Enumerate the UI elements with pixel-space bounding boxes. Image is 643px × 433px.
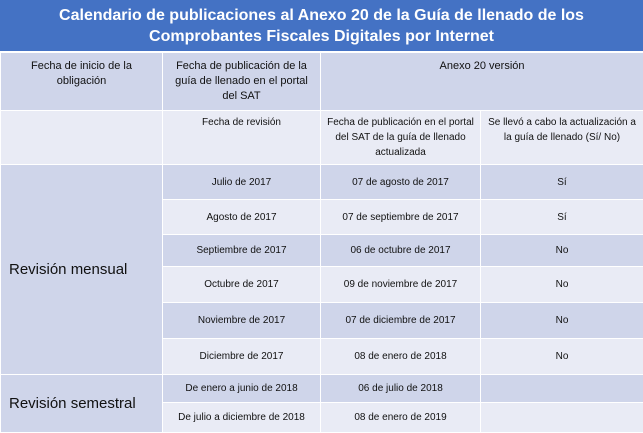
cell: 07 de septiembre de 2017 xyxy=(321,200,481,235)
group-label: Revisión mensual xyxy=(1,165,163,375)
title: Calendario de publicaciones al Anexo 20 … xyxy=(0,0,643,52)
cell: No xyxy=(481,267,643,303)
cell: No xyxy=(481,235,643,267)
cell: 06 de octubre de 2017 xyxy=(321,235,481,267)
header-cell: Fecha de publicación de la guía de llena… xyxy=(163,53,321,111)
cell: Noviembre de 2017 xyxy=(163,303,321,339)
header-cell: Se llevó a cabo la actualización a la gu… xyxy=(481,111,643,165)
cell: 07 de agosto de 2017 xyxy=(321,165,481,200)
cell: Sí xyxy=(481,200,643,235)
header-cell xyxy=(1,111,163,165)
cell: Sí xyxy=(481,165,643,200)
cell: 07 de diciembre de 2017 xyxy=(321,303,481,339)
cell: Septiembre de 2017 xyxy=(163,235,321,267)
table: Fecha de inicio de la obligación Fecha d… xyxy=(0,52,643,433)
cell: Diciembre de 2017 xyxy=(163,339,321,375)
header-cell: Fecha de publicación en el portal del SA… xyxy=(321,111,481,165)
cell: Octubre de 2017 xyxy=(163,267,321,303)
cell: Agosto de 2017 xyxy=(163,200,321,235)
cell xyxy=(481,375,643,403)
group-label: Revisión semestral xyxy=(1,375,163,433)
header-cell: Fecha de revisión xyxy=(163,111,321,165)
cell: 06 de julio de 2018 xyxy=(321,375,481,403)
cell: De julio a diciembre de 2018 xyxy=(163,403,321,433)
cell: De enero a junio de 2018 xyxy=(163,375,321,403)
cell: Julio de 2017 xyxy=(163,165,321,200)
cell: 08 de enero de 2019 xyxy=(321,403,481,433)
cell: 08 de enero de 2018 xyxy=(321,339,481,375)
cell: No xyxy=(481,303,643,339)
cell xyxy=(481,403,643,433)
header-cell: Fecha de inicio de la obligación xyxy=(1,53,163,111)
cell: No xyxy=(481,339,643,375)
header-cell: Anexo 20 versión xyxy=(321,53,643,111)
cell: 09 de noviembre de 2017 xyxy=(321,267,481,303)
header-row: Fecha de revisión Fecha de publicación e… xyxy=(1,111,643,165)
header-row: Fecha de inicio de la obligación Fecha d… xyxy=(1,53,643,111)
